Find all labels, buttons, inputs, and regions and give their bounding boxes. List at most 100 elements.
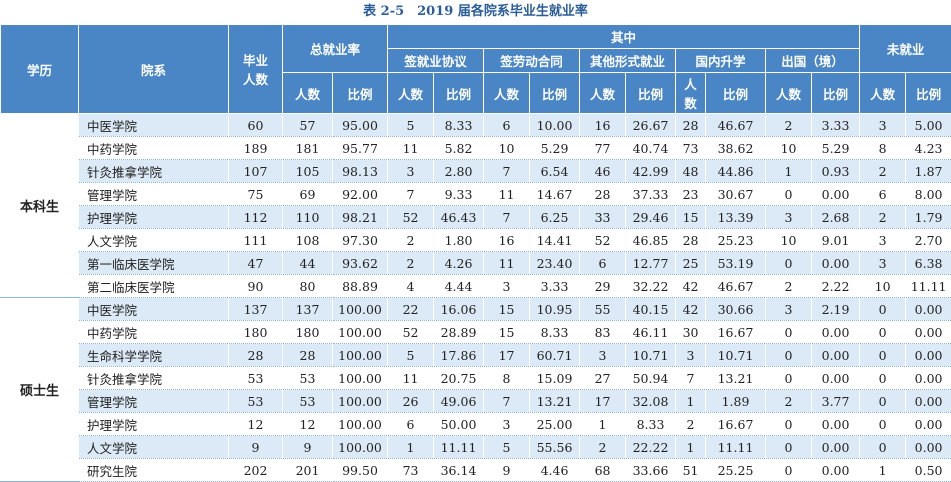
- header-domestic-study-part1: 国内: [696, 54, 721, 69]
- value-cell: 49.06: [434, 390, 484, 413]
- value-cell: 15: [484, 298, 530, 321]
- value-cell: 0: [860, 298, 906, 321]
- department-cell: 第二临床医学院: [79, 275, 229, 298]
- value-cell: 4.46: [530, 459, 580, 482]
- value-cell: 13.39: [706, 206, 766, 229]
- department-cell: 护理学院: [79, 206, 229, 229]
- value-cell: 189: [229, 137, 283, 160]
- value-cell: 1: [388, 436, 434, 459]
- education-level-cell: 本科生: [1, 114, 79, 298]
- value-cell: 50.00: [434, 413, 484, 436]
- value-cell: 15.09: [530, 367, 580, 390]
- value-cell: 112: [229, 206, 283, 229]
- header-domestic-study-part2: 升学: [721, 54, 746, 69]
- table-title: 表 2-5 2019 届各院系毕业生就业率: [0, 0, 951, 24]
- value-cell: 100.00: [333, 413, 388, 436]
- value-cell: 2.70: [906, 229, 951, 252]
- value-cell: 6: [580, 252, 626, 275]
- value-cell: 22.22: [626, 436, 676, 459]
- education-level-cell: 硕士生: [1, 298, 79, 482]
- value-cell: 30.66: [706, 298, 766, 321]
- value-cell: 3: [484, 275, 530, 298]
- value-cell: 3: [484, 413, 530, 436]
- department-cell: 管理学院: [79, 390, 229, 413]
- value-cell: 9.01: [812, 229, 860, 252]
- value-cell: 0.00: [812, 344, 860, 367]
- value-cell: 8: [484, 367, 530, 390]
- value-cell: 15: [484, 321, 530, 344]
- value-cell: 12: [283, 413, 333, 436]
- value-cell: 26.67: [626, 114, 676, 137]
- value-cell: 1.80: [434, 229, 484, 252]
- header-domestic-count-line2: 数: [676, 93, 705, 112]
- value-cell: 3: [676, 344, 706, 367]
- employment-rate-table: 学历 院系 毕业 人数 总就业率 其中 未就业 签就业协议 签劳动合同 其他形式…: [0, 24, 951, 482]
- value-cell: 16: [580, 114, 626, 137]
- header-sign-agreement: 签就业协议: [388, 49, 484, 73]
- value-cell: 0.00: [812, 367, 860, 390]
- value-cell: 10.95: [530, 298, 580, 321]
- value-cell: 5.29: [812, 137, 860, 160]
- value-cell: 2.80: [434, 160, 484, 183]
- value-cell: 53: [229, 390, 283, 413]
- value-cell: 0.00: [906, 321, 951, 344]
- header-among: 其中: [388, 25, 860, 49]
- value-cell: 42: [676, 275, 706, 298]
- value-cell: 92.00: [333, 183, 388, 206]
- value-cell: 53: [283, 390, 333, 413]
- value-cell: 93.62: [333, 252, 388, 275]
- header-abroad-count: 人数: [766, 73, 812, 114]
- value-cell: 0: [860, 344, 906, 367]
- value-cell: 0.93: [812, 160, 860, 183]
- value-cell: 0.00: [812, 321, 860, 344]
- value-cell: 16: [484, 229, 530, 252]
- value-cell: 98.21: [333, 206, 388, 229]
- value-cell: 23.40: [530, 252, 580, 275]
- value-cell: 9: [484, 459, 530, 482]
- value-cell: 28: [229, 344, 283, 367]
- value-cell: 8.33: [434, 114, 484, 137]
- value-cell: 8.33: [530, 321, 580, 344]
- header-domestic-count: 人 数: [676, 73, 706, 114]
- value-cell: 50.94: [626, 367, 676, 390]
- department-cell: 中医学院: [79, 298, 229, 321]
- header-total-rate: 总就业率: [283, 25, 388, 73]
- value-cell: 53: [283, 367, 333, 390]
- value-cell: 9.33: [434, 183, 484, 206]
- value-cell: 7: [388, 183, 434, 206]
- value-cell: 0.00: [812, 459, 860, 482]
- value-cell: 3: [860, 114, 906, 137]
- header-graduate-count-line2: 人数: [229, 69, 282, 88]
- department-cell: 人文学院: [79, 229, 229, 252]
- header-domestic-count-line1: 人: [676, 74, 705, 93]
- value-cell: 108: [283, 229, 333, 252]
- value-cell: 3: [388, 160, 434, 183]
- header-other-forms: 其他形式就业: [580, 49, 676, 73]
- value-cell: 8.33: [626, 413, 676, 436]
- value-cell: 9: [229, 436, 283, 459]
- value-cell: 4.26: [434, 252, 484, 275]
- value-cell: 0: [766, 252, 812, 275]
- value-cell: 180: [283, 321, 333, 344]
- value-cell: 7: [484, 160, 530, 183]
- value-cell: 1.89: [706, 390, 766, 413]
- value-cell: 110: [283, 206, 333, 229]
- value-cell: 28: [676, 114, 706, 137]
- value-cell: 42: [676, 298, 706, 321]
- value-cell: 0.00: [906, 344, 951, 367]
- value-cell: 73: [388, 459, 434, 482]
- value-cell: 181: [283, 137, 333, 160]
- value-cell: 46: [580, 160, 626, 183]
- value-cell: 25: [676, 252, 706, 275]
- value-cell: 69: [283, 183, 333, 206]
- value-cell: 46.43: [434, 206, 484, 229]
- value-cell: 53.19: [706, 252, 766, 275]
- value-cell: 100.00: [333, 321, 388, 344]
- header-contract-count: 人数: [484, 73, 530, 114]
- value-cell: 100.00: [333, 367, 388, 390]
